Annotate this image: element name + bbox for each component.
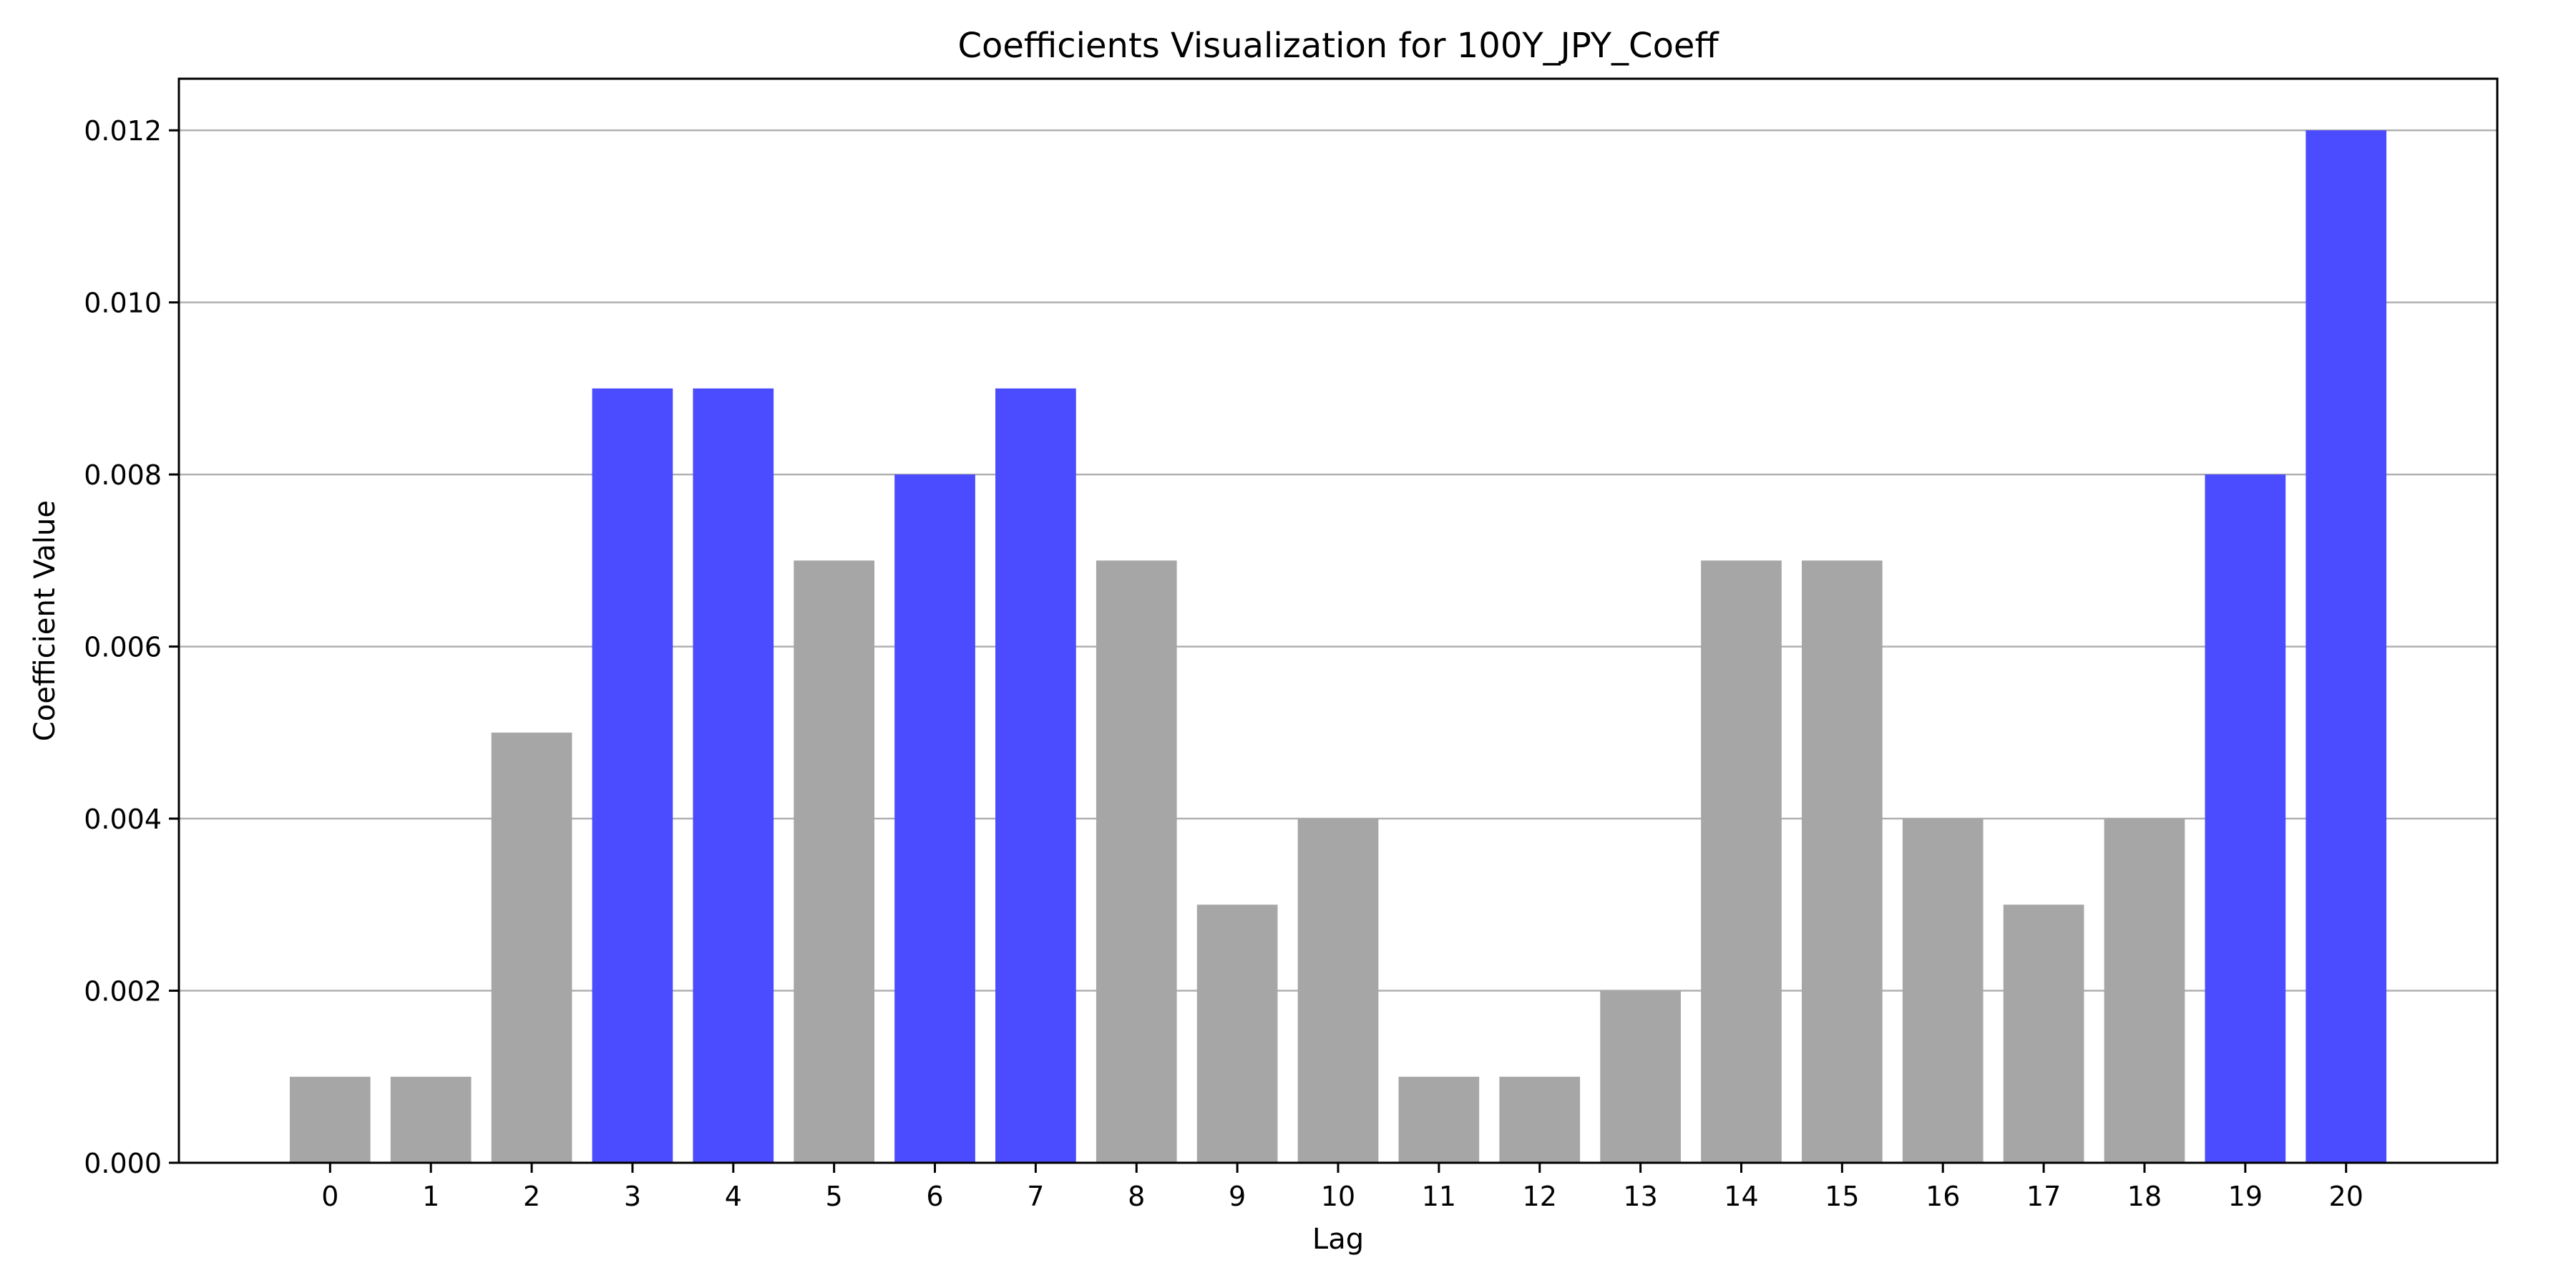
bar-lag-1 (390, 1076, 472, 1163)
y-tick-label: 0.000 (84, 1148, 162, 1179)
bar-lag-11 (1398, 1076, 1480, 1163)
x-tick-label: 6 (926, 1181, 943, 1212)
x-tick-label: 16 (1926, 1181, 1960, 1212)
x-tick-label: 20 (2329, 1181, 2363, 1212)
bar-lag-0 (289, 1076, 371, 1163)
y-tick-label: 0.006 (84, 632, 162, 663)
x-tick-label: 1 (422, 1181, 439, 1212)
x-tick-label: 0 (321, 1181, 338, 1212)
x-tick-label: 9 (1229, 1181, 1246, 1212)
chart-title: Coefficients Visualization for 100Y_JPY_… (957, 26, 1719, 66)
x-tick-label: 4 (725, 1181, 742, 1212)
x-tick-label: 19 (2228, 1181, 2263, 1212)
bar-lag-17 (2003, 904, 2084, 1163)
y-tick-label: 0.010 (84, 288, 162, 319)
y-axis-ticks: 0.000 0.002 0.004 0.006 0.008 0.010 0.012 (84, 115, 179, 1179)
y-tick-label: 0.012 (84, 115, 162, 147)
y-tick-label: 0.002 (84, 976, 162, 1008)
x-tick-label: 18 (2127, 1181, 2162, 1212)
bar-lag-19 (2205, 474, 2286, 1163)
x-tick-label: 11 (1422, 1181, 1456, 1212)
bar-lag-8 (1096, 560, 1177, 1163)
x-tick-label: 8 (1128, 1181, 1145, 1212)
bar-lag-4 (693, 388, 774, 1163)
bar-lag-20 (2306, 130, 2387, 1163)
x-axis-label: Lag (1312, 1223, 1364, 1256)
x-tick-label: 10 (1321, 1181, 1355, 1212)
x-tick-label: 2 (523, 1181, 540, 1212)
x-tick-label: 13 (1623, 1181, 1657, 1212)
bar-lag-13 (1600, 990, 1681, 1163)
x-tick-label: 7 (1027, 1181, 1044, 1212)
x-tick-label: 3 (624, 1181, 641, 1212)
bar-lag-9 (1196, 904, 1278, 1163)
x-axis-ticks: 0 1 2 3 4 5 6 7 8 9 10 11 12 13 14 15 16 17 18 19 20 (321, 1163, 2363, 1212)
x-tick-label: 14 (1724, 1181, 1758, 1212)
x-tick-label: 12 (1523, 1181, 1557, 1212)
bar-lag-16 (1902, 819, 1984, 1163)
y-axis-label: Coefficient Value (29, 500, 62, 741)
bar-lag-18 (2104, 819, 2185, 1163)
bar-lag-7 (995, 388, 1076, 1163)
bars (289, 130, 2387, 1163)
bar-lag-5 (794, 560, 874, 1163)
x-tick-label: 15 (1825, 1181, 1859, 1212)
bar-lag-12 (1499, 1076, 1581, 1163)
bar-lag-6 (894, 474, 975, 1163)
bar-lag-14 (1701, 560, 1782, 1163)
y-tick-label: 0.008 (84, 459, 162, 491)
bar-lag-2 (491, 732, 572, 1163)
x-tick-label: 17 (2026, 1181, 2061, 1212)
bar-lag-3 (592, 388, 673, 1163)
y-tick-label: 0.004 (84, 804, 162, 835)
bar-lag-15 (1802, 560, 1883, 1163)
bar-lag-10 (1297, 819, 1379, 1163)
x-tick-label: 5 (826, 1181, 843, 1212)
